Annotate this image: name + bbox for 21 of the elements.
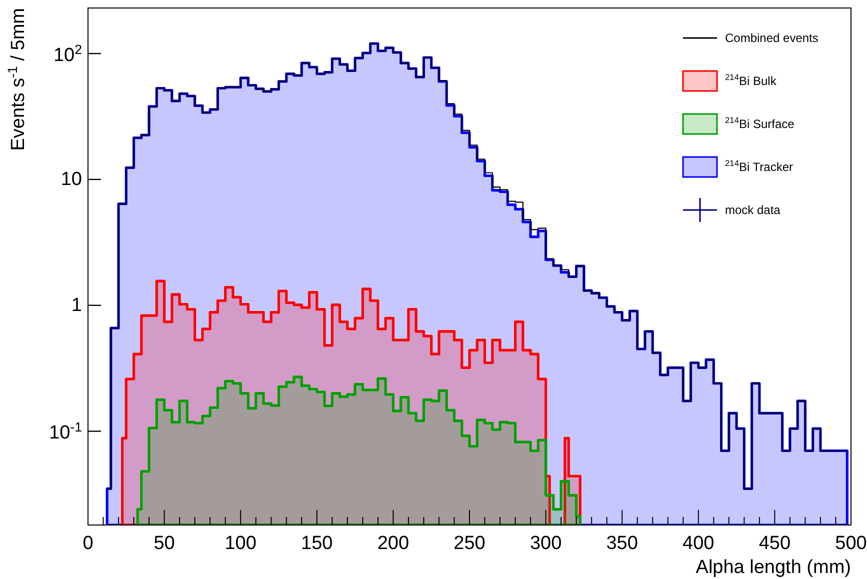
y-tick-label: 10$^{-1}$ <box>49 418 82 444</box>
legend-label: $^{214}$Bi Surface <box>725 115 795 131</box>
x-tick-label: 100 <box>224 533 256 554</box>
legend-label: $^{214}$Bi Bulk <box>725 72 778 88</box>
x-tick-label: 0 <box>82 533 94 554</box>
x-tick-label: 150 <box>301 533 333 554</box>
y-tick-label: 1 <box>71 294 82 316</box>
x-tick-label: 50 <box>154 533 175 554</box>
x-tick-label: 250 <box>454 533 486 554</box>
x-tick-label: 350 <box>606 533 638 554</box>
x-tick-label: 400 <box>682 533 714 554</box>
x-tick-label: 200 <box>377 533 410 554</box>
x-tick-label: 450 <box>758 533 791 554</box>
legend-label: Combined events <box>725 31 818 45</box>
y-tick-label: 10$^{2}$ <box>53 41 82 66</box>
legend-label: mock data <box>725 203 781 217</box>
x-tick-label: 500 <box>835 533 867 554</box>
x-axis-title: Alpha length (mm) <box>696 557 851 578</box>
x-tick-label: 300 <box>530 533 562 554</box>
y-tick-label: 10 <box>60 168 82 190</box>
legend-label: $^{214}$Bi Tracker <box>725 158 793 174</box>
